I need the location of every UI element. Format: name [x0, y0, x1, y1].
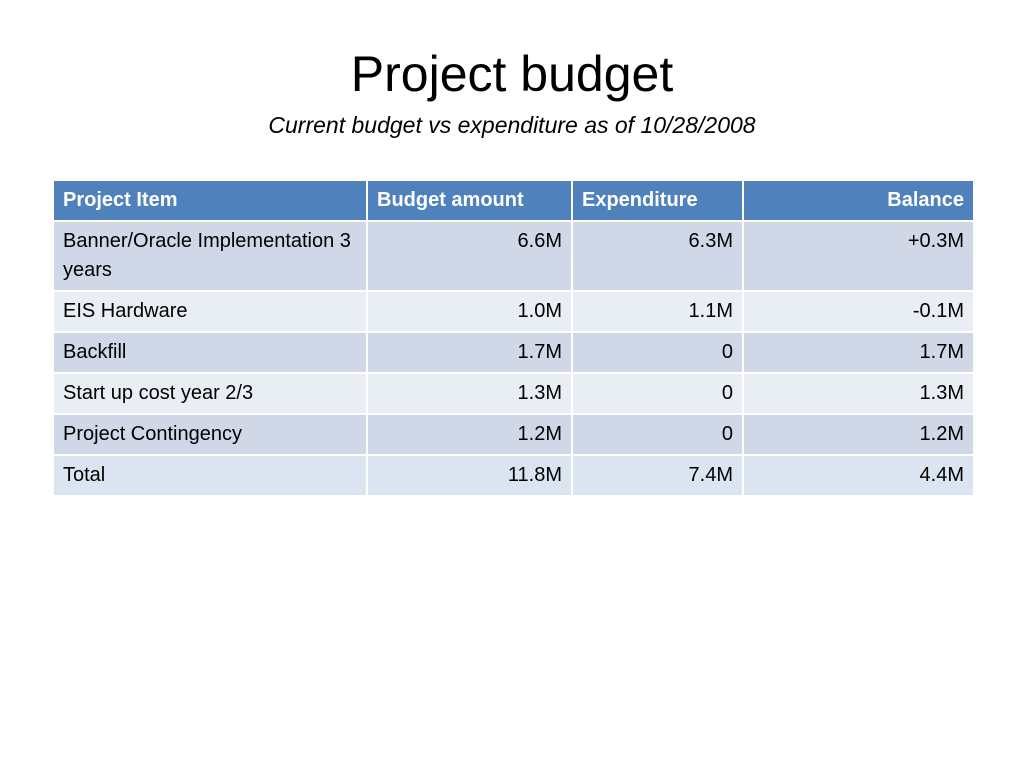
cell-project-item: Banner/Oracle Implementation 3 years: [52, 220, 368, 292]
table-row: Start up cost year 2/3 1.3M 0 1.3M: [52, 372, 975, 415]
cell-project-item: EIS Hardware: [52, 290, 368, 333]
cell-budget-amount: 1.0M: [366, 290, 573, 333]
cell-budget-amount: 1.7M: [366, 331, 573, 374]
cell-budget-amount: 1.3M: [366, 372, 573, 415]
cell-project-item: Start up cost year 2/3: [52, 372, 368, 415]
cell-balance: 4.4M: [742, 454, 975, 497]
cell-balance: 1.2M: [742, 413, 975, 456]
cell-expenditure: 1.1M: [571, 290, 744, 333]
cell-balance: 1.7M: [742, 331, 975, 374]
cell-expenditure: 0: [571, 413, 744, 456]
cell-balance: 1.3M: [742, 372, 975, 415]
table-row: Backfill 1.7M 0 1.7M: [52, 331, 975, 374]
header-budget-amount: Budget amount: [366, 179, 573, 222]
table-header-row: Project Item Budget amount Expenditure B…: [52, 179, 975, 222]
cell-budget-amount: 1.2M: [366, 413, 573, 456]
cell-expenditure: 0: [571, 372, 744, 415]
cell-expenditure: 7.4M: [571, 454, 744, 497]
cell-project-item: Backfill: [52, 331, 368, 374]
table-row: Project Contingency 1.2M 0 1.2M: [52, 413, 975, 456]
slide-title: Project budget: [350, 46, 674, 102]
table-row: Banner/Oracle Implementation 3 years 6.6…: [52, 220, 975, 292]
slide-subtitle: Current budget vs expenditure as of 10/2…: [268, 112, 756, 138]
title-block: Project budget Current budget vs expendi…: [0, 44, 1024, 140]
cell-expenditure: 6.3M: [571, 220, 744, 292]
header-project-item: Project Item: [52, 179, 368, 222]
cell-project-item: Total: [52, 454, 368, 497]
cell-project-item: Project Contingency: [52, 413, 368, 456]
cell-balance: +0.3M: [742, 220, 975, 292]
budget-table: Project Item Budget amount Expenditure B…: [52, 179, 975, 497]
header-balance: Balance: [742, 179, 975, 222]
table-row-total: Total 11.8M 7.4M 4.4M: [52, 454, 975, 497]
cell-balance: -0.1M: [742, 290, 975, 333]
cell-budget-amount: 11.8M: [366, 454, 573, 497]
cell-expenditure: 0: [571, 331, 744, 374]
cell-budget-amount: 6.6M: [366, 220, 573, 292]
table-row: EIS Hardware 1.0M 1.1M -0.1M: [52, 290, 975, 333]
header-expenditure: Expenditure: [571, 179, 744, 222]
